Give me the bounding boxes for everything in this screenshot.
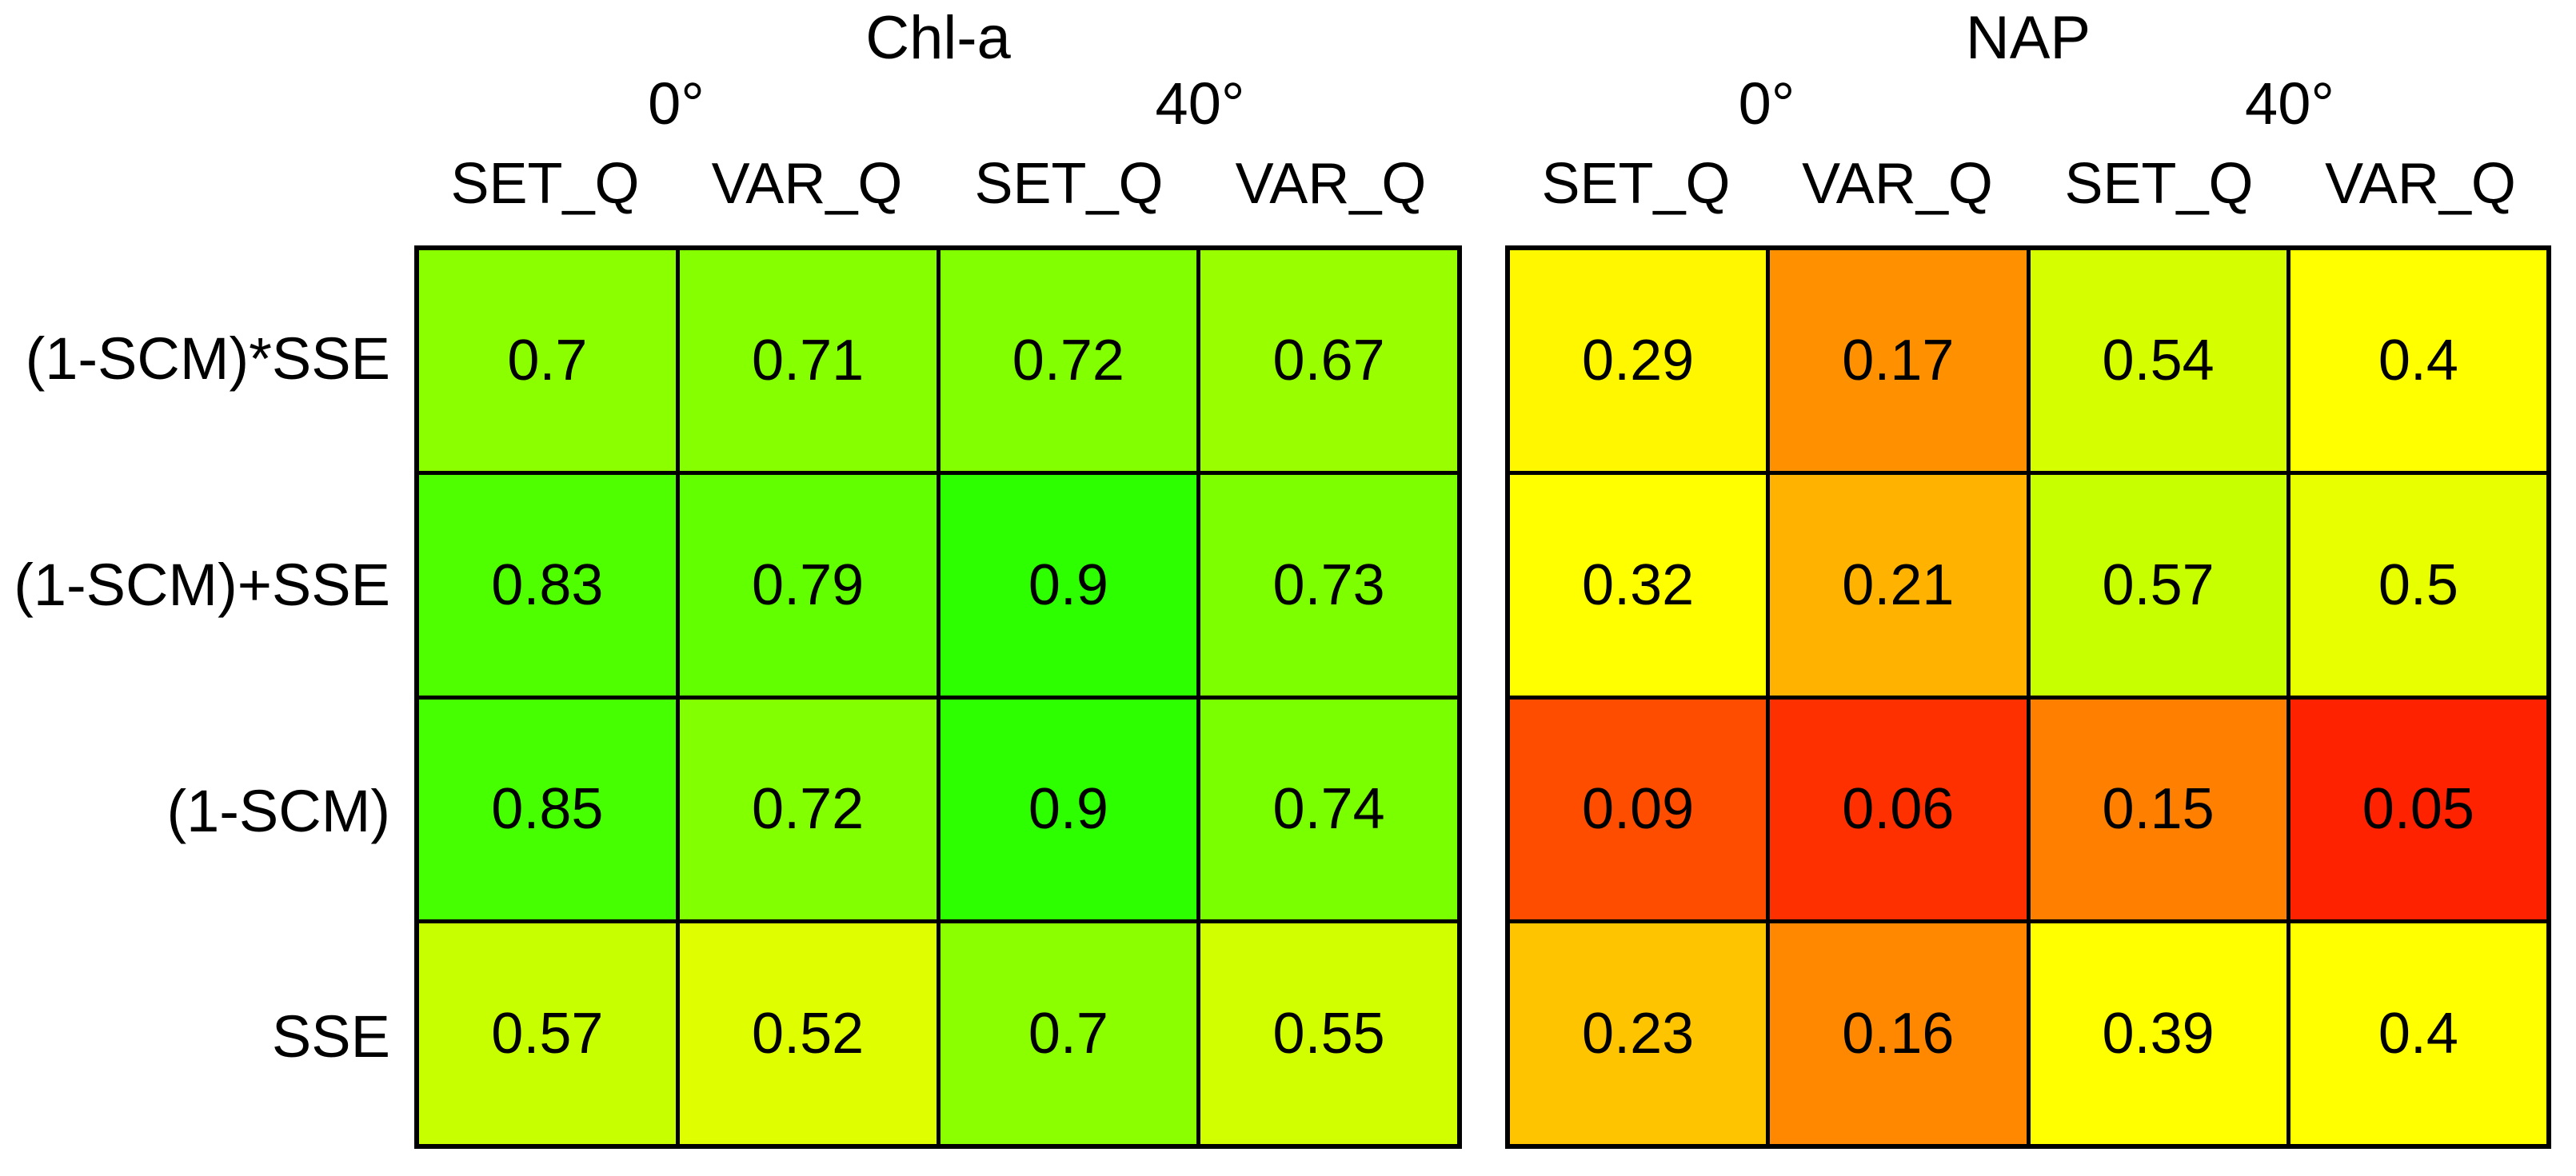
angle-header-nap-40: 40°: [2245, 70, 2334, 137]
heatmap-cell: 0.21: [1770, 474, 2027, 696]
heatmap-cell: 0.29: [1510, 250, 1767, 471]
heatmap-cell: 0.83: [419, 474, 676, 696]
heatmap-cell: 0.73: [1200, 474, 1457, 696]
column-header: VAR_Q: [2325, 152, 2516, 216]
heatmap-cell: 0.57: [419, 923, 676, 1144]
heatmap-cell: 0.09: [1510, 699, 1767, 920]
heatmap-cell: 0.79: [679, 474, 937, 696]
heatmap-cell: 0.9: [940, 699, 1197, 920]
column-header: VAR_Q: [1802, 152, 1993, 216]
column-header: SET_Q: [450, 152, 640, 216]
heatmap-cell: 0.05: [2290, 699, 2546, 920]
heatmap-cell: 0.15: [2030, 699, 2286, 920]
heatmap-cell: 0.7: [940, 923, 1197, 1144]
heatmap-cell: 0.9: [940, 474, 1197, 696]
heatmap-cell: 0.72: [679, 699, 937, 920]
heatmap-cell: 0.74: [1200, 699, 1457, 920]
heatmap-cell: 0.06: [1770, 699, 2027, 920]
panel-title-nap: NAP: [1965, 4, 2091, 72]
heatmap-cell: 0.7: [419, 250, 676, 471]
heatmap-cell: 0.57: [2030, 474, 2286, 696]
heatmap-grid-nap: 0.29 0.17 0.54 0.4 0.32 0.21 0.57 0.5 0.…: [1505, 245, 2551, 1149]
panel-title-chla: Chl-a: [865, 4, 1011, 72]
angle-header-nap-0: 0°: [1738, 70, 1795, 137]
heatmap-cell: 0.23: [1510, 923, 1767, 1144]
heatmap-cell: 0.4: [2290, 923, 2546, 1144]
row-label: (1-SCM): [166, 778, 390, 844]
heatmap-cell: 0.16: [1770, 923, 2027, 1144]
column-header: SET_Q: [1541, 152, 1731, 216]
heatmap-cell: 0.85: [419, 699, 676, 920]
column-header: SET_Q: [974, 152, 1164, 216]
heatmap-cell: 0.39: [2030, 923, 2286, 1144]
heatmap-cell: 0.5: [2290, 474, 2546, 696]
heatmap-cell: 0.54: [2030, 250, 2286, 471]
heatmap-cell: 0.67: [1200, 250, 1457, 471]
column-header: VAR_Q: [711, 152, 903, 216]
column-header: SET_Q: [2064, 152, 2254, 216]
heatmap-cell: 0.72: [940, 250, 1197, 471]
heatmap-cell: 0.52: [679, 923, 937, 1144]
heatmap-cell: 0.17: [1770, 250, 2027, 471]
heatmap-grid-chla: 0.7 0.71 0.72 0.67 0.83 0.79 0.9 0.73 0.…: [414, 245, 1462, 1149]
angle-header-chla-0: 0°: [648, 70, 705, 137]
heatmap-cell: 0.71: [679, 250, 937, 471]
row-label: (1-SCM)+SSE: [14, 552, 390, 618]
heatmap-cell: 0.32: [1510, 474, 1767, 696]
column-header: VAR_Q: [1235, 152, 1427, 216]
heatmap-cell: 0.55: [1200, 923, 1457, 1144]
row-label: (1-SCM)*SSE: [25, 325, 390, 392]
row-label: SSE: [271, 1003, 390, 1070]
heatmap-cell: 0.4: [2290, 250, 2546, 471]
angle-header-chla-40: 40°: [1155, 70, 1245, 137]
